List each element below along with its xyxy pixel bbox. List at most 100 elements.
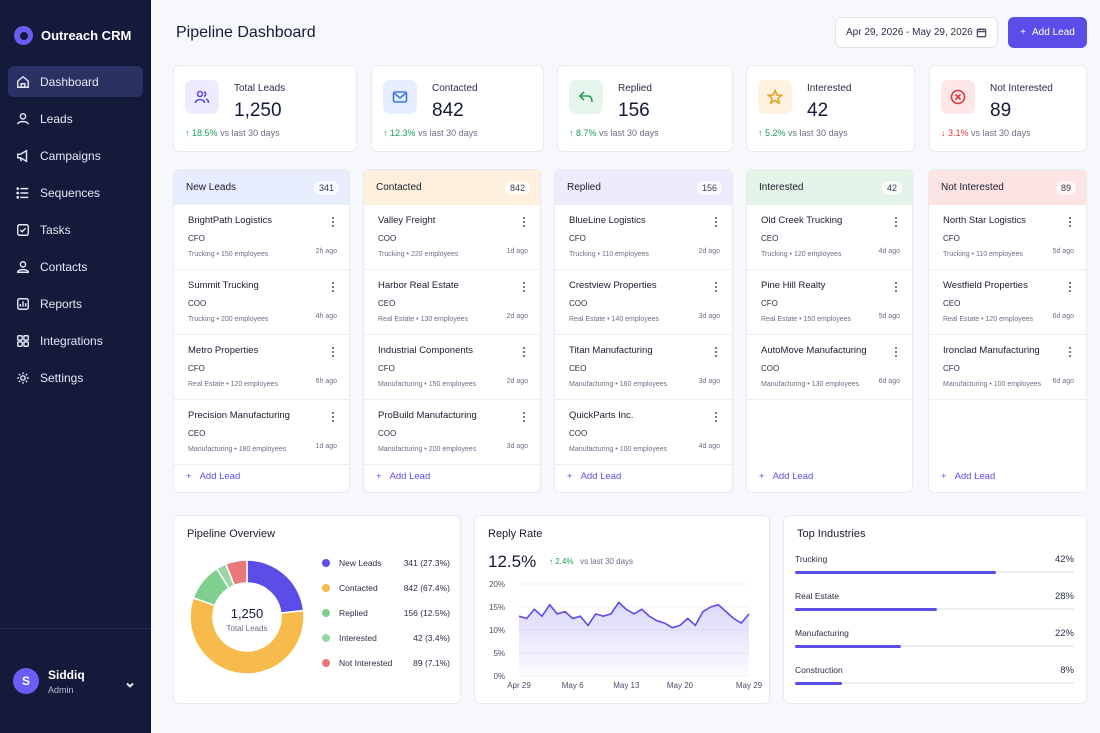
sidebar-item-reports[interactable]: Reports — [8, 288, 143, 319]
sidebar-item-leads[interactable]: Leads — [8, 103, 143, 134]
stat-card-total-leads[interactable]: Total Leads 1,250 ↑ 18.5% vs last 30 days — [173, 65, 357, 152]
more-options-icon[interactable] — [329, 217, 337, 229]
column-title: Replied — [567, 182, 601, 193]
stat-card-interested[interactable]: Interested 42 ↑ 5.2% vs last 30 days — [746, 65, 915, 152]
stat-icon-box — [383, 80, 417, 114]
chevron-down-icon[interactable] — [125, 677, 135, 688]
lead-industry: Manufacturing — [188, 446, 233, 453]
lead-card[interactable]: BrightPath Logistics CFO Trucking • 150 em… — [174, 205, 349, 270]
arrow-up-icon: ↑ — [569, 128, 577, 138]
date-range-picker[interactable]: Apr 29, 2026 - May 29, 2026 — [835, 17, 998, 48]
more-options-icon[interactable] — [892, 282, 900, 294]
lead-card[interactable]: Industrial Components CFO Manufacturing • … — [364, 335, 540, 400]
more-options-icon[interactable] — [520, 282, 528, 294]
lead-card[interactable]: Metro Properties CFO Real Estate • 120 emp… — [174, 335, 349, 400]
more-options-icon[interactable] — [520, 347, 528, 359]
industry-bar-track — [795, 570, 1074, 574]
lead-card[interactable]: Valley Freight COO Trucking • 220 employee… — [364, 205, 540, 270]
lead-card[interactable]: Titan Manufacturing CEO Manufacturing • 16… — [555, 335, 732, 400]
lead-card[interactable]: Precision Manufacturing CEO Manufacturing … — [174, 400, 349, 465]
column-add-lead-button[interactable]: + Add Lead — [567, 471, 621, 482]
x-circle-icon — [950, 89, 966, 105]
legend-item: New Leads 341 (27.3%) — [322, 558, 450, 568]
lead-card[interactable]: ProBuild Manufacturing COO Manufacturing •… — [364, 400, 540, 465]
sidebar-item-settings[interactable]: Settings — [8, 362, 143, 393]
lead-role: CFO — [761, 299, 778, 308]
lead-card[interactable]: BlueLine Logistics CFO Trucking • 110 empl… — [555, 205, 732, 270]
donut-slice-contacted[interactable] — [189, 596, 305, 675]
brand[interactable]: Outreach CRM — [0, 0, 151, 50]
lead-card[interactable]: Old Creek Trucking CEO Trucking • 120 empl… — [747, 205, 912, 270]
lead-meta: Manufacturing • 100 employees — [569, 446, 668, 453]
lead-company: AutoMove Manufacturing — [761, 345, 867, 356]
lead-employees: 180 employees — [238, 446, 287, 453]
lead-employees: 120 employees — [230, 381, 279, 388]
column-add-lead-button[interactable]: + Add Lead — [941, 471, 995, 482]
lead-card[interactable]: Westfield Properties CEO Real Estate • 120… — [929, 270, 1086, 335]
sidebar-item-tasks[interactable]: Tasks — [8, 214, 143, 245]
lead-role: COO — [378, 429, 397, 438]
lead-company: Old Creek Trucking — [761, 215, 843, 226]
more-options-icon[interactable] — [712, 347, 720, 359]
more-options-icon[interactable] — [892, 217, 900, 229]
sidebar-item-contacts[interactable]: Contacts — [8, 251, 143, 282]
column-title: Interested — [759, 182, 804, 193]
add-lead-button[interactable]: + Add Lead — [1008, 17, 1087, 48]
lead-card[interactable]: QuickParts Inc. COO Manufacturing • 100 em… — [555, 400, 732, 465]
column-add-lead-button[interactable]: + Add Lead — [759, 471, 813, 482]
more-options-icon[interactable] — [1066, 217, 1074, 229]
stat-delta-suffix: vs last 30 days — [220, 128, 280, 138]
lead-company: BrightPath Logistics — [188, 215, 272, 226]
arrow-up-icon: ↑ — [185, 128, 193, 138]
more-options-icon[interactable] — [329, 347, 337, 359]
lead-card[interactable]: Harbor Real Estate CEO Real Estate • 130 e… — [364, 270, 540, 335]
more-options-icon[interactable] — [712, 282, 720, 294]
stat-card-replied[interactable]: Replied 156 ↑ 8.7% vs last 30 days — [557, 65, 733, 152]
column-add-lead-label: Add Lead — [580, 471, 622, 482]
lead-card[interactable]: Crestview Properties COO Real Estate • 140… — [555, 270, 732, 335]
lead-company: Titan Manufacturing — [569, 345, 653, 356]
lead-time: 6d ago — [1052, 378, 1074, 385]
user-profile[interactable]: S Siddiq Admin — [0, 628, 151, 733]
lead-card[interactable]: North Star Logistics CFO Trucking • 110 em… — [929, 205, 1086, 270]
stat-card-contacted[interactable]: Contacted 842 ↑ 12.3% vs last 30 days — [371, 65, 544, 152]
more-options-icon[interactable] — [1066, 282, 1074, 294]
lead-card[interactable]: Pine Hill Realty CFO Real Estate • 150 emp… — [747, 270, 912, 335]
sidebar-item-dashboard[interactable]: Dashboard — [8, 66, 143, 97]
sidebar-item-campaigns[interactable]: Campaigns — [8, 140, 143, 171]
lead-meta: Trucking • 200 employees — [188, 316, 269, 323]
industry-bar-fill — [795, 644, 902, 648]
column-add-lead-button[interactable]: + Add Lead — [376, 471, 430, 482]
sidebar-item-integrations[interactable]: Integrations — [8, 325, 143, 356]
legend-label: New Leads — [339, 558, 382, 568]
lead-time: 2h ago — [315, 248, 337, 255]
more-options-icon[interactable] — [520, 217, 528, 229]
lead-time: 2d ago — [698, 248, 720, 255]
lead-industry: Manufacturing — [569, 381, 614, 388]
column-count-badge: 89 — [1055, 180, 1076, 195]
stat-delta-value: 18.5% — [192, 128, 218, 138]
sidebar-item-sequences[interactable]: Sequences — [8, 177, 143, 208]
lead-card[interactable]: AutoMove Manufacturing COO Manufacturing •… — [747, 335, 912, 400]
more-options-icon[interactable] — [329, 282, 337, 294]
avatar: S — [13, 668, 39, 694]
lead-card[interactable]: Ironclad Manufacturing CFO Manufacturing •… — [929, 335, 1086, 400]
more-options-icon[interactable] — [329, 412, 337, 424]
donut-slice-not-interested[interactable] — [224, 559, 248, 587]
lead-role: CEO — [569, 364, 587, 373]
stat-card-not-interested[interactable]: Not Interested 89 ↓ 3.1% vs last 30 days — [929, 65, 1087, 152]
more-options-icon[interactable] — [520, 412, 528, 424]
checkbox-icon — [17, 223, 29, 236]
more-options-icon[interactable] — [712, 217, 720, 229]
lead-card[interactable]: Summit Trucking COO Trucking • 200 employe… — [174, 270, 349, 335]
lead-company: Pine Hill Realty — [761, 280, 826, 291]
more-options-icon[interactable] — [1066, 347, 1074, 359]
list-icon — [16, 186, 29, 199]
lead-time: 3d ago — [698, 313, 720, 320]
more-options-icon[interactable] — [892, 347, 900, 359]
arrow-up-icon: ↑ — [758, 128, 766, 138]
stat-icon-box — [941, 80, 975, 114]
more-options-icon[interactable] — [712, 412, 720, 424]
column-add-lead-button[interactable]: + Add Lead — [186, 471, 240, 482]
reply-icon — [578, 91, 593, 103]
